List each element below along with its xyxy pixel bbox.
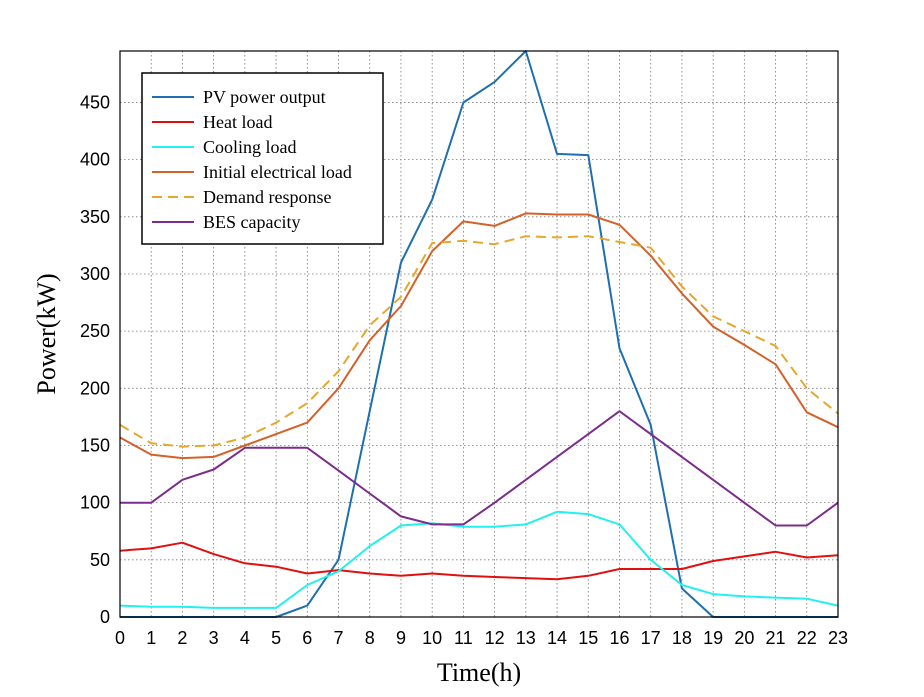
x-tick-label: 11 <box>454 628 473 648</box>
x-axis-title: Time(h) <box>437 658 521 687</box>
y-tick-label: 150 <box>80 435 110 455</box>
x-tick-label: 15 <box>578 628 598 648</box>
y-tick-labels: 0 50 100 150 200 250 300 350 400 450 <box>80 92 110 627</box>
x-tick-labels: 0 1 2 3 4 5 6 7 8 9 10 11 12 13 14 15 16 17 18 19 20 21 22 23 <box>115 628 848 648</box>
legend-label: Cooling load <box>203 137 297 157</box>
legend-label: BES capacity <box>203 212 300 232</box>
x-tick-label: 23 <box>828 628 848 648</box>
series-line-2 <box>119 541 839 581</box>
series-line-4 <box>119 212 839 460</box>
plot-frame <box>119 50 839 618</box>
x-tick-label: 22 <box>797 628 817 648</box>
x-tick-label: 18 <box>672 628 692 648</box>
y-axis-title: Power(kW) <box>32 273 61 394</box>
y-tick-label: 450 <box>80 92 110 112</box>
x-tick-label: 7 <box>334 628 344 648</box>
x-tick-label: 0 <box>115 628 125 648</box>
y-tick-label: 400 <box>80 150 110 170</box>
series-line-5 <box>119 235 839 448</box>
legend-label: Initial electrical load <box>203 162 352 182</box>
legend-label: Heat load <box>203 112 272 132</box>
y-tick-label: 350 <box>80 207 110 227</box>
x-tick-label: 12 <box>485 628 505 648</box>
x-tick-label: 10 <box>422 628 442 648</box>
legend: PV power output Heat load Cooling load Init… <box>141 72 384 245</box>
x-tick-label: 13 <box>516 628 536 648</box>
x-tick-label: 4 <box>240 628 250 648</box>
legend-label: PV power output <box>203 87 326 107</box>
x-tick-label: 1 <box>146 628 156 648</box>
x-tick-label: 9 <box>396 628 406 648</box>
x-tick-label: 2 <box>177 628 187 648</box>
x-tick-label: 14 <box>547 628 567 648</box>
x-tick-label: 5 <box>271 628 281 648</box>
x-tick-label: 17 <box>641 628 661 648</box>
x-tick-label: 6 <box>302 628 312 648</box>
y-tick-label: 250 <box>80 321 110 341</box>
y-tick-label: 0 <box>100 607 110 627</box>
x-tick-label: 20 <box>734 628 754 648</box>
y-tick-label: 100 <box>80 493 110 513</box>
x-tick-label: 3 <box>209 628 219 648</box>
legend-label: Demand response <box>203 187 331 207</box>
series-line-6 <box>120 410 839 527</box>
y-tick-label: 300 <box>80 264 110 284</box>
legend-box <box>141 72 384 245</box>
series-line-3 <box>119 510 839 609</box>
x-tick-label: 16 <box>609 628 629 648</box>
y-tick-label: 50 <box>90 550 110 570</box>
x-tick-label: 19 <box>703 628 723 648</box>
x-tick-label: 8 <box>365 628 375 648</box>
y-tick-label: 200 <box>80 378 110 398</box>
x-tick-label: 21 <box>766 628 786 648</box>
